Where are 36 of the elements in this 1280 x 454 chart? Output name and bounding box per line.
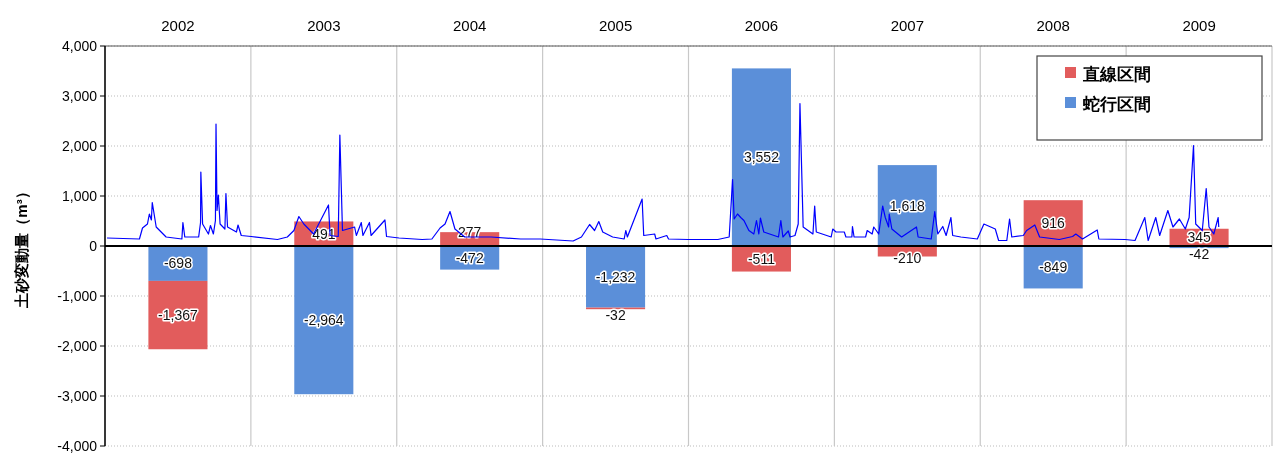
- y-tick-label: -4,000: [57, 438, 98, 454]
- data-label: 1,618: [889, 197, 926, 214]
- x-tick-label: 2009: [1182, 17, 1216, 34]
- x-tick-label: 2005: [598, 17, 633, 34]
- data-label: -32: [605, 307, 626, 324]
- y-tick-label: 0: [89, 238, 98, 254]
- data-label: -1,367: [158, 307, 198, 324]
- data-label: -472: [455, 249, 484, 266]
- data-label: 916: [1041, 215, 1066, 232]
- y-tick-label: -3,000: [57, 388, 98, 404]
- x-tick-label: 2008: [1036, 17, 1070, 34]
- data-label: -2,964: [303, 312, 344, 329]
- y-tick-label: -1,000: [57, 288, 98, 304]
- data-label: -511: [747, 250, 776, 267]
- bar: [294, 246, 354, 395]
- x-tick-label: 2004: [453, 17, 487, 34]
- data-label: -1,232: [595, 268, 636, 285]
- y-tick-label: 1,000: [61, 188, 98, 204]
- data-label: -42: [1188, 246, 1210, 263]
- y-tick-label: 4,000: [61, 38, 98, 54]
- x-tick-label: 2002: [161, 17, 195, 34]
- y-tick-label: -2,000: [57, 338, 98, 354]
- legend-label: 蛇行区間: [1082, 95, 1151, 114]
- data-label: 3,552: [743, 149, 780, 166]
- data-label: 345: [1187, 229, 1211, 246]
- x-tick-label: 2003: [307, 17, 341, 34]
- data-label: -698: [163, 255, 193, 272]
- y-tick-label: 2,000: [61, 138, 98, 154]
- data-label: 491: [312, 225, 336, 242]
- x-tick-label: 2007: [890, 17, 924, 34]
- y-tick-label: 3,000: [61, 88, 98, 104]
- data-label: -849: [1039, 259, 1068, 276]
- y-axis-title: 土砂変動量（m³）: [13, 184, 30, 309]
- legend-label: 直線区間: [1082, 65, 1151, 84]
- x-tick-label: 2006: [744, 17, 779, 34]
- bar: [731, 68, 791, 246]
